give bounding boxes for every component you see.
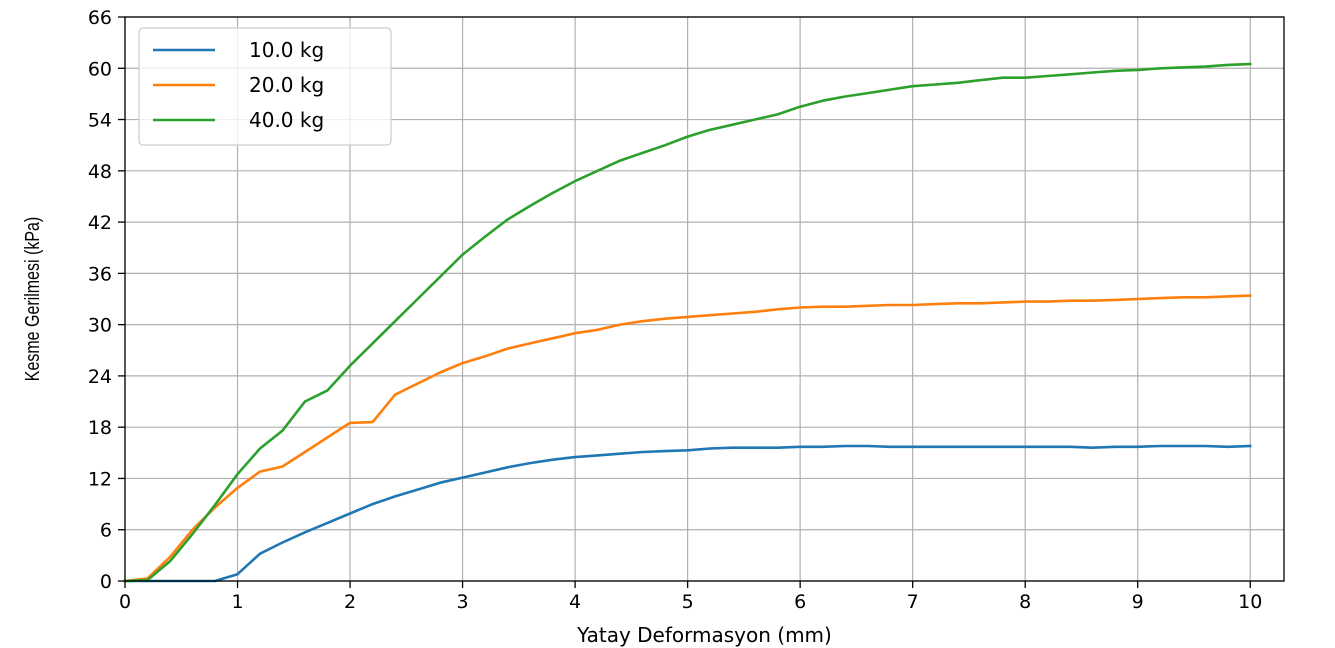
series-line-2	[123, 294, 1252, 583]
y-tick-label: 0	[100, 571, 112, 593]
y-tick-label: 30	[88, 315, 112, 337]
x-tick-label: 3	[457, 591, 469, 613]
series-lines	[123, 62, 1252, 583]
x-tick-label: 6	[794, 591, 806, 613]
x-tick-label: 9	[1132, 591, 1144, 613]
x-tick-label: 7	[907, 591, 919, 613]
y-tick-label: 48	[88, 161, 112, 183]
y-tick-label: 54	[88, 110, 112, 132]
x-tick-label: 1	[231, 591, 243, 613]
x-tick-label: 2	[344, 591, 356, 613]
series-line-1	[123, 444, 1252, 583]
plot-frame	[124, 16, 1285, 582]
x-tick-label: 10	[1238, 591, 1262, 613]
y-tick-label: 42	[88, 212, 112, 234]
y-axis-label: Kesme Gerilmesi (kPa)	[21, 217, 43, 381]
legend-label: 10.0 kg	[249, 38, 324, 62]
x-tick-label: 8	[1019, 591, 1031, 613]
x-tick-label: 4	[569, 591, 581, 613]
x-axis-label: Yatay Deformasyon (mm)	[576, 623, 832, 647]
legend-box	[138, 27, 392, 146]
y-axis-ticks: 0 6 12 18 24 30 36 42 48 54 60 66	[88, 7, 125, 593]
x-axis-ticks: 0 1 2 3 4 5 6 7 8 9 10	[119, 581, 1262, 613]
series-line-3	[123, 62, 1252, 583]
y-tick-label: 60	[88, 58, 112, 80]
y-tick-label: 18	[88, 417, 112, 439]
legend-label: 20.0 kg	[249, 73, 324, 97]
x-tick-label: 0	[119, 591, 131, 613]
y-tick-label: 66	[88, 7, 112, 29]
y-tick-label: 24	[88, 366, 112, 388]
legend-label: 40.0 kg	[249, 108, 324, 132]
x-tick-label: 5	[682, 591, 694, 613]
y-tick-label: 6	[100, 520, 112, 542]
legend: 10.0 kg 20.0 kg 40.0 kg	[138, 27, 392, 146]
y-tick-label: 36	[88, 263, 112, 285]
y-tick-label: 12	[88, 468, 112, 490]
